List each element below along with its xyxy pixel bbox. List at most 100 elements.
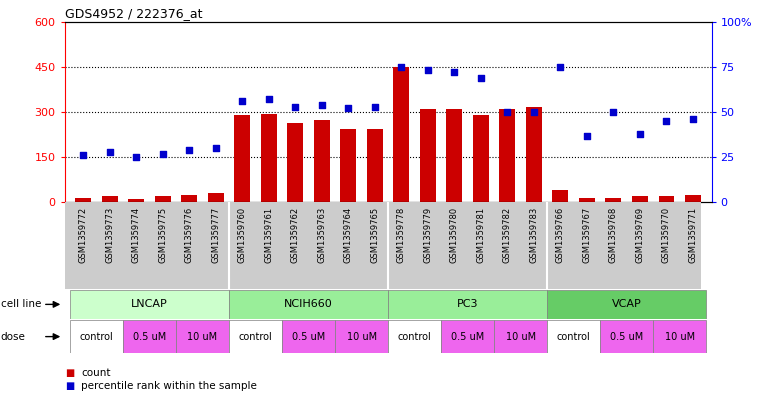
Text: GSM1359779: GSM1359779 <box>423 207 432 263</box>
Text: ■: ■ <box>65 381 74 391</box>
Bar <box>547 320 600 353</box>
Text: cell line: cell line <box>1 299 41 309</box>
Text: GSM1359767: GSM1359767 <box>582 207 591 263</box>
Bar <box>288 123 304 202</box>
Point <box>528 109 540 115</box>
Text: GSM1359773: GSM1359773 <box>105 207 114 263</box>
Bar <box>70 290 229 319</box>
Point <box>316 102 328 108</box>
Bar <box>208 193 224 202</box>
Point <box>501 109 514 115</box>
Text: control: control <box>80 332 113 342</box>
Point <box>289 103 301 110</box>
Text: GSM1359762: GSM1359762 <box>291 207 300 263</box>
Text: GSM1359768: GSM1359768 <box>609 207 618 263</box>
Text: GSM1359763: GSM1359763 <box>317 207 326 263</box>
Bar <box>653 320 706 353</box>
Text: control: control <box>239 332 272 342</box>
Text: 0.5 uM: 0.5 uM <box>292 332 325 342</box>
Bar <box>526 107 542 202</box>
Text: GSM1359783: GSM1359783 <box>530 207 539 263</box>
Point <box>661 118 673 124</box>
Bar <box>494 320 547 353</box>
Text: 0.5 uM: 0.5 uM <box>451 332 484 342</box>
Bar <box>393 67 409 202</box>
Point <box>236 98 248 104</box>
Point <box>475 75 487 81</box>
Bar <box>234 115 250 202</box>
Bar <box>473 115 489 202</box>
Point <box>634 130 646 137</box>
Bar <box>388 290 547 319</box>
Bar <box>123 320 176 353</box>
Bar <box>632 196 648 202</box>
Bar <box>340 129 356 202</box>
Text: GDS4952 / 222376_at: GDS4952 / 222376_at <box>65 7 202 20</box>
Text: GSM1359760: GSM1359760 <box>237 207 247 263</box>
Point <box>422 67 434 73</box>
Point <box>263 96 275 103</box>
Point <box>183 147 196 153</box>
Text: 10 uM: 10 uM <box>187 332 218 342</box>
Bar <box>600 320 653 353</box>
Bar <box>441 320 494 353</box>
Point <box>210 145 222 151</box>
Bar <box>606 198 622 202</box>
Bar <box>181 195 197 202</box>
Text: 10 uM: 10 uM <box>346 332 377 342</box>
Point <box>369 103 381 110</box>
Text: GSM1359764: GSM1359764 <box>344 207 353 263</box>
Text: GSM1359782: GSM1359782 <box>503 207 512 263</box>
Text: ■: ■ <box>65 368 74 378</box>
Text: GSM1359774: GSM1359774 <box>132 207 141 263</box>
Bar <box>547 290 706 319</box>
Text: dose: dose <box>1 332 26 342</box>
Text: 0.5 uM: 0.5 uM <box>610 332 643 342</box>
Text: 0.5 uM: 0.5 uM <box>133 332 166 342</box>
Text: count: count <box>81 368 111 378</box>
Text: LNCAP: LNCAP <box>131 299 168 309</box>
Bar <box>552 190 568 202</box>
Bar <box>685 195 701 202</box>
Text: GSM1359778: GSM1359778 <box>397 207 406 263</box>
Point <box>77 152 89 158</box>
Text: control: control <box>557 332 591 342</box>
Bar <box>335 320 388 353</box>
Text: GSM1359776: GSM1359776 <box>185 207 194 263</box>
Text: GSM1359780: GSM1359780 <box>450 207 459 263</box>
Text: GSM1359772: GSM1359772 <box>78 207 88 263</box>
Bar <box>658 196 674 202</box>
Bar <box>102 196 118 202</box>
Text: NCIH660: NCIH660 <box>284 299 333 309</box>
Text: GSM1359771: GSM1359771 <box>689 207 698 263</box>
Text: GSM1359777: GSM1359777 <box>212 207 220 263</box>
Bar <box>579 198 595 202</box>
Text: control: control <box>398 332 431 342</box>
Point <box>554 64 566 70</box>
Point <box>607 109 619 115</box>
Bar <box>314 119 330 202</box>
Bar <box>499 109 515 202</box>
Point <box>448 69 460 75</box>
Text: GSM1359765: GSM1359765 <box>371 207 379 263</box>
Bar <box>176 320 229 353</box>
Point <box>103 149 116 155</box>
Text: PC3: PC3 <box>457 299 479 309</box>
Text: percentile rank within the sample: percentile rank within the sample <box>81 381 257 391</box>
Bar <box>420 109 436 202</box>
Text: GSM1359766: GSM1359766 <box>556 207 565 263</box>
Bar <box>229 320 282 353</box>
Point <box>157 151 169 157</box>
Bar <box>367 129 383 202</box>
Point <box>687 116 699 122</box>
Point <box>342 105 355 112</box>
Text: GSM1359770: GSM1359770 <box>662 207 671 263</box>
Bar <box>229 290 388 319</box>
Text: GSM1359775: GSM1359775 <box>158 207 167 263</box>
Point <box>581 132 593 139</box>
Bar <box>154 196 170 202</box>
Bar <box>388 320 441 353</box>
Text: VCAP: VCAP <box>612 299 642 309</box>
Text: GSM1359769: GSM1359769 <box>635 207 645 263</box>
Bar <box>75 198 91 202</box>
